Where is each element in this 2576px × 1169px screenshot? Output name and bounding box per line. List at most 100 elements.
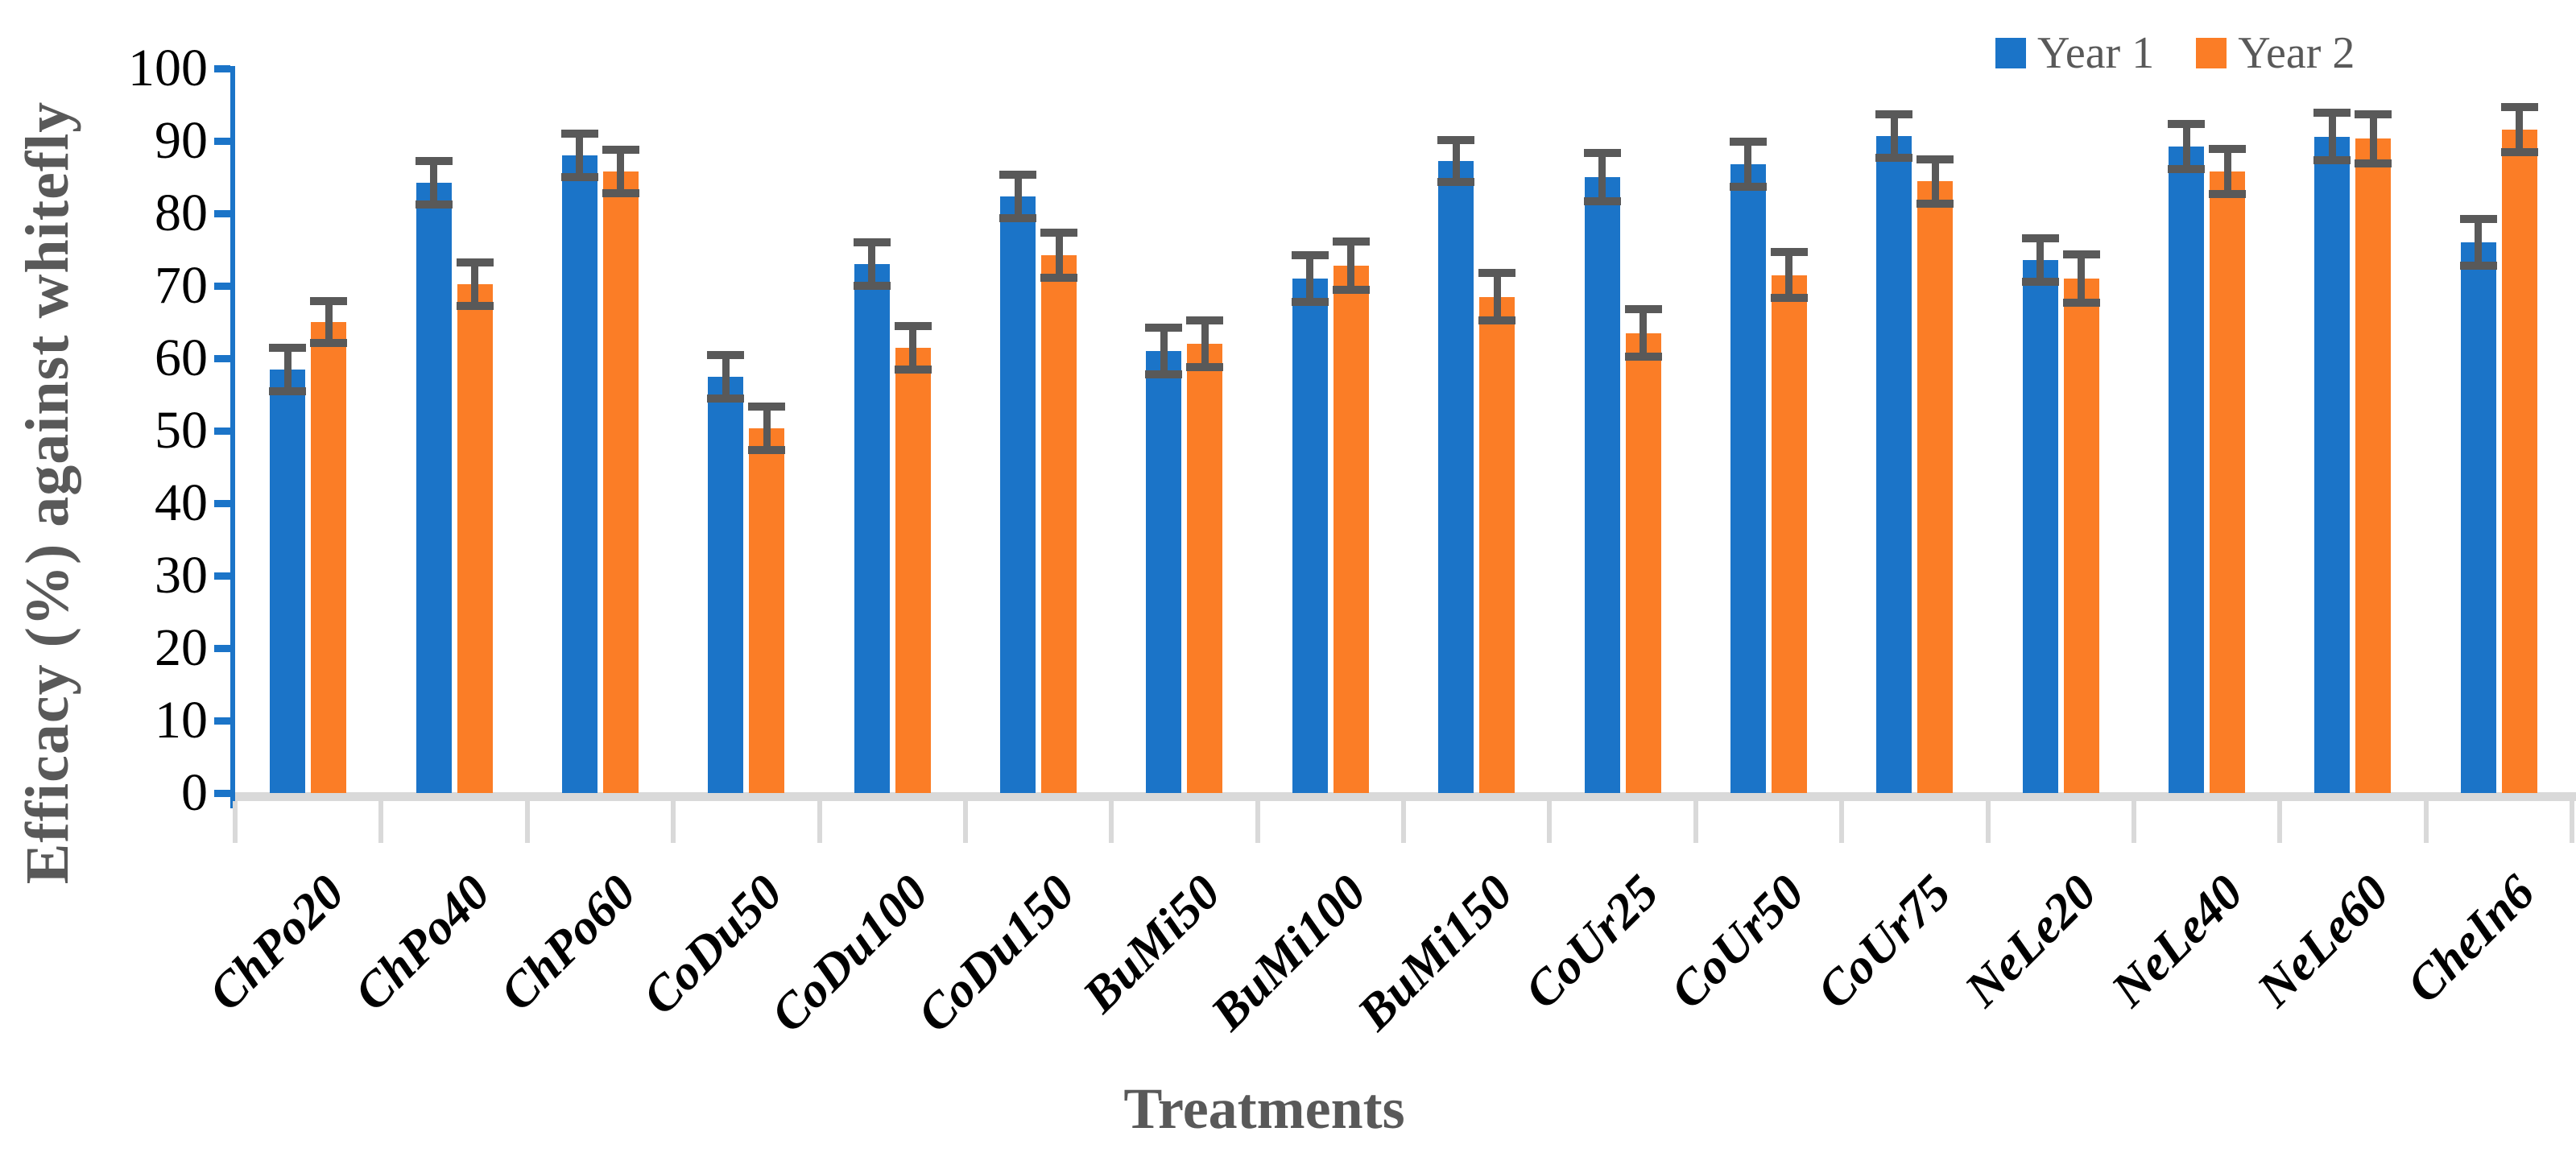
x-category-label: CoDu150: [907, 865, 1085, 1043]
error-bar-cap-top: [1145, 324, 1183, 333]
bar-year2-CoUr75: [1917, 181, 1954, 793]
bar-year2-ChPo40: [457, 284, 493, 793]
error-bar-stem: [1493, 272, 1501, 321]
legend-label: Year 2: [2238, 28, 2355, 78]
y-axis-tick-label: 60: [155, 328, 208, 387]
x-category-label: ChPo40: [344, 865, 501, 1022]
error-bar-cap-bottom: [415, 200, 453, 209]
x-axis-title: Treatments: [1123, 1076, 1405, 1141]
bar-year1-CoUr25: [1584, 177, 1620, 793]
error-bar-stem: [576, 134, 584, 177]
legend-swatch-icon: [1995, 38, 2026, 68]
y-axis-line: [230, 66, 235, 808]
error-bar-cap-top: [602, 145, 639, 154]
error-bar-cap-top: [415, 157, 453, 166]
category-separator-tick: [962, 801, 968, 843]
error-bar-stem: [430, 161, 438, 205]
category-separator-tick: [2570, 801, 2574, 843]
error-bar-cap-bottom: [1624, 353, 1662, 361]
error-bar-cap-bottom: [2500, 147, 2538, 156]
error-bar-stem: [1890, 114, 1898, 158]
error-bar-cap-bottom: [2209, 189, 2247, 198]
bar-year2-BuMi50: [1187, 344, 1223, 793]
error-bar-cap-bottom: [310, 339, 348, 348]
x-category-label: NeLe40: [2100, 865, 2254, 1018]
error-bar-cap-bottom: [560, 173, 598, 181]
x-category-label: ChPo60: [490, 865, 647, 1022]
legend-item: Year 1: [1995, 31, 2154, 76]
category-separator-tick: [1693, 801, 1698, 843]
error-bar-cap-bottom: [1916, 200, 1954, 209]
x-category-label: NeLe20: [1954, 865, 2107, 1018]
bar-year2-NeLe60: [2355, 138, 2392, 793]
error-bar-cap-bottom: [1437, 178, 1475, 187]
error-bar-stem: [1744, 141, 1752, 187]
error-bar-cap-top: [894, 322, 932, 331]
y-axis-tick: [214, 572, 230, 580]
bar-year2-CoDu50: [749, 428, 785, 793]
error-bar-cap-top: [853, 238, 891, 246]
error-bar-cap-bottom: [2313, 156, 2351, 165]
y-axis-tick: [214, 790, 230, 797]
bar-year2-CoDu150: [1041, 255, 1077, 793]
error-bar-cap-bottom: [269, 386, 307, 395]
category-separator-tick: [233, 801, 238, 843]
error-bar-cap-top: [456, 258, 494, 267]
error-bar-cap-bottom: [1583, 196, 1621, 205]
bar-year2-NeLe20: [2063, 279, 2099, 793]
error-bar-stem: [1598, 153, 1606, 201]
error-bar-stem: [1160, 328, 1168, 374]
error-bar-cap-bottom: [1332, 285, 1370, 294]
error-bar-cap-bottom: [2021, 277, 2059, 286]
legend-swatch-icon: [2196, 38, 2227, 68]
error-bar-stem: [763, 407, 771, 451]
y-axis-tick-label: 30: [155, 546, 208, 605]
error-bar-cap-bottom: [1875, 153, 1913, 162]
bar-year1-NeLe40: [2169, 147, 2205, 793]
bar-year2-CoUr25: [1625, 333, 1661, 793]
category-separator-tick: [1255, 801, 1260, 843]
error-bar-cap-top: [999, 171, 1037, 180]
category-separator-tick: [1985, 801, 1991, 843]
error-bar-stem: [909, 326, 917, 370]
error-bar-stem: [2078, 254, 2086, 303]
error-bar-stem: [2223, 148, 2231, 194]
error-bar-cap-bottom: [456, 302, 494, 311]
x-category-label: CheIn6: [2396, 865, 2546, 1014]
category-separator-tick: [1401, 801, 1406, 843]
x-category-label: CoDu100: [760, 865, 939, 1043]
error-bar-stem: [471, 262, 479, 307]
category-separator-tick: [1547, 801, 1553, 843]
error-bar-cap-top: [1583, 149, 1621, 158]
y-axis-tick-label: 90: [155, 111, 208, 170]
bar-year2-CoDu100: [895, 348, 931, 793]
error-bar-stem: [617, 149, 625, 193]
bar-year2-ChPo60: [602, 171, 639, 793]
error-bar-cap-bottom: [999, 214, 1037, 223]
category-separator-tick: [524, 801, 530, 843]
error-bar-cap-top: [2459, 215, 2497, 224]
error-bar-cap-bottom: [748, 446, 786, 455]
error-bar-stem: [868, 242, 876, 286]
y-axis-tick-label: 80: [155, 184, 208, 242]
error-bar-cap-top: [2209, 144, 2247, 153]
x-category-label: BuMi100: [1201, 865, 1378, 1041]
x-category-label: CoUr50: [1660, 865, 1816, 1019]
error-bar-stem: [1014, 175, 1022, 219]
error-bar-cap-bottom: [894, 366, 932, 374]
bar-year2-BuMi100: [1333, 265, 1369, 793]
y-axis-tick: [214, 717, 230, 725]
error-bar-cap-top: [748, 403, 786, 411]
bar-year2-NeLe40: [2210, 171, 2246, 793]
x-category-label: CoUr75: [1806, 865, 1962, 1019]
y-axis-tick: [214, 283, 230, 290]
error-bar-cap-bottom: [602, 188, 639, 197]
bar-year1-ChPo40: [416, 183, 452, 793]
bar-year2-CheIn6: [2501, 129, 2537, 793]
error-bar-cap-top: [2021, 233, 2059, 242]
error-bar-stem: [2036, 238, 2045, 282]
legend-item: Year 2: [2196, 31, 2355, 76]
error-bar-cap-bottom: [1040, 274, 1078, 283]
category-separator-tick: [2131, 801, 2136, 843]
